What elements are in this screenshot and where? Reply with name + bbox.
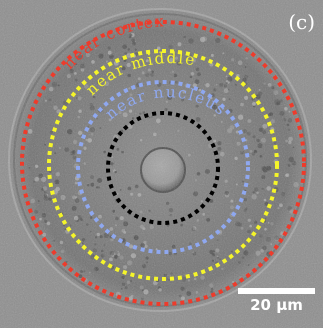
scale-bar-label: 20 μm [250,296,303,314]
ring-near-cortex [20,20,306,306]
ring-near-nucleus [76,80,250,254]
ring-inner [106,111,220,225]
ring-near-middle [47,49,279,281]
panel-label: (c) [288,10,315,34]
scale-bar [238,288,315,294]
